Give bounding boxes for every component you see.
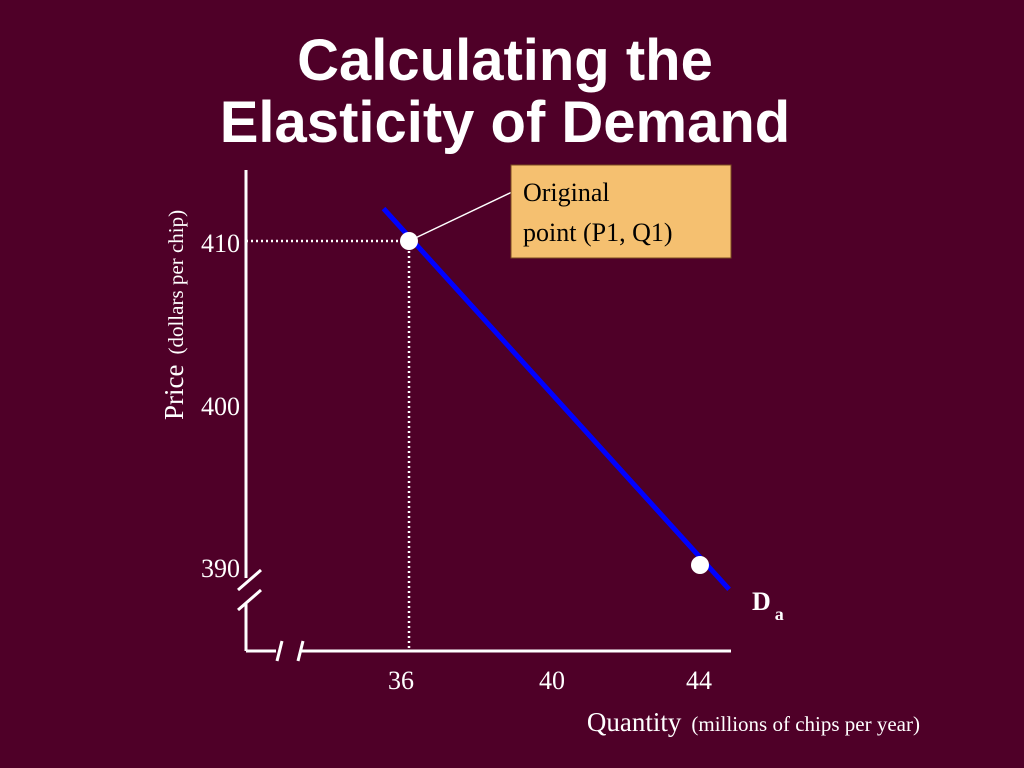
y-axis-break-mark-1 xyxy=(237,568,262,592)
series-label-da: D a xyxy=(752,587,784,624)
x-tick-label-40: 40 xyxy=(539,666,565,695)
x-axis-label-unit: (millions of chips per year) xyxy=(691,712,920,736)
x-axis-break-mark-1 xyxy=(275,640,284,662)
y-axis-label: Price (dollars per chip) xyxy=(159,210,189,420)
x-axis-label: Quantity (millions of chips per year) xyxy=(587,707,920,737)
y-tick-label-410: 410 xyxy=(201,229,240,258)
series-label-sub: a xyxy=(775,604,784,624)
y-axis-break-mark-2 xyxy=(237,588,262,612)
x-axis-break-mark-2 xyxy=(296,640,305,662)
x-tick-label-44: 44 xyxy=(686,666,712,695)
callout-line-1: Original xyxy=(523,178,610,207)
y-tick-label-390: 390 xyxy=(201,554,240,583)
callout-box xyxy=(510,164,732,259)
data-point-original xyxy=(400,232,418,250)
x-tick-label-36: 36 xyxy=(388,666,414,695)
slide-title: Calculating the Elasticity of Demand xyxy=(0,30,1010,154)
y-axis-label-main: Price xyxy=(159,365,189,420)
callout-line-2: point (P1, Q1) xyxy=(523,218,673,247)
x-axis-label-main: Quantity xyxy=(587,707,682,737)
demand-line-da xyxy=(381,206,731,591)
data-point-second xyxy=(691,556,709,574)
series-label-main: D xyxy=(752,587,771,616)
title-line-1: Calculating the xyxy=(297,28,713,93)
callout-connector-line xyxy=(408,191,513,242)
y-axis-label-unit: (dollars per chip) xyxy=(164,210,188,355)
y-tick-label-400: 400 xyxy=(201,392,240,421)
title-line-2: Elasticity of Demand xyxy=(219,90,791,155)
